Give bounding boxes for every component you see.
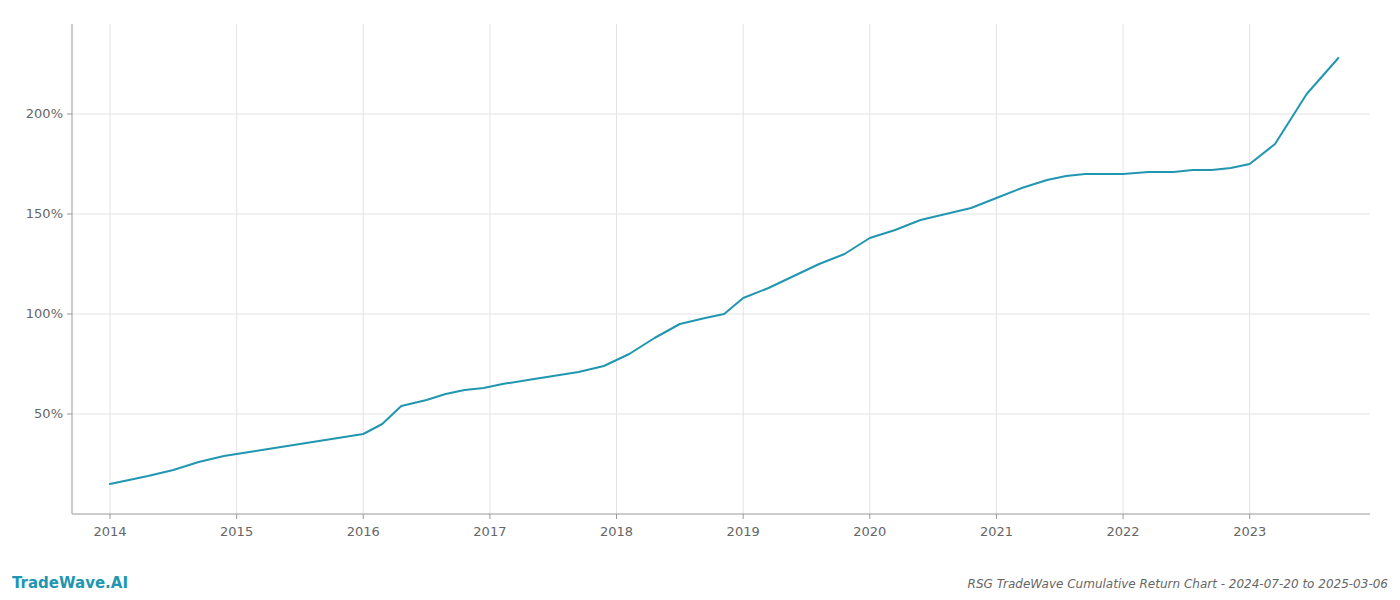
x-grid-line — [743, 24, 744, 514]
axes: 50% 100% 150% 200% 2014 2015 2016 2017 2018 2019 2… — [26, 24, 1370, 539]
x-tick-label: 2015 — [220, 524, 253, 539]
y-tick-label: 50% — [34, 406, 63, 421]
y-tick — [67, 214, 72, 215]
y-tick-label: 200% — [26, 106, 63, 121]
x-tick — [1249, 514, 1250, 519]
x-tick — [489, 514, 490, 519]
x-tick-label: 2018 — [600, 524, 633, 539]
page: {"chart_data": { "type": "line", "title"… — [0, 0, 1400, 600]
x-tick — [363, 514, 364, 519]
x-tick — [1123, 514, 1124, 519]
y-grid-line — [72, 414, 1370, 415]
chart: 50% 100% 150% 200% 2014 2015 2016 2017 2018 2019 2… — [0, 0, 1400, 600]
x-axis-line — [72, 514, 1370, 515]
x-tick — [743, 514, 744, 519]
x-grid-line — [996, 24, 997, 514]
plot-area — [110, 58, 1338, 484]
x-tick — [616, 514, 617, 519]
x-tick-label: 2021 — [980, 524, 1013, 539]
y-tick-label: 150% — [26, 206, 63, 221]
watermark: TradeWave.AI — [12, 574, 128, 592]
x-grid-line — [1123, 24, 1124, 514]
x-grid-line — [869, 24, 870, 514]
x-tick — [869, 514, 870, 519]
y-tick — [67, 414, 72, 415]
y-axis-line — [72, 24, 73, 514]
x-tick — [109, 514, 110, 519]
x-tick-label: 2022 — [1107, 524, 1140, 539]
x-tick-label: 2020 — [853, 524, 886, 539]
x-tick — [236, 514, 237, 519]
line — [110, 58, 1338, 484]
x-grid-line — [1249, 24, 1250, 514]
x-grid-line — [236, 24, 237, 514]
title: RSG TradeWave Cumulative Return Chart - … — [968, 577, 1389, 591]
x-grid-line — [363, 24, 364, 514]
x-grid-line — [616, 24, 617, 514]
y-grid-line — [72, 214, 1370, 215]
x-tick-label: 2017 — [473, 524, 506, 539]
grid — [72, 24, 1370, 514]
y-tick — [67, 114, 72, 115]
x-grid-line — [109, 24, 110, 514]
x-tick-label: 2016 — [347, 524, 380, 539]
y-tick — [67, 314, 72, 315]
x-tick — [996, 514, 997, 519]
x-grid-line — [489, 24, 490, 514]
y-grid-line — [72, 114, 1370, 115]
x-tick-label: 2019 — [727, 524, 760, 539]
texts: RSG TradeWave Cumulative Return Chart - … — [12, 574, 1388, 592]
x-tick-label: 2023 — [1233, 524, 1266, 539]
y-tick-label: 100% — [26, 306, 63, 321]
x-tick-label: 2014 — [93, 524, 126, 539]
